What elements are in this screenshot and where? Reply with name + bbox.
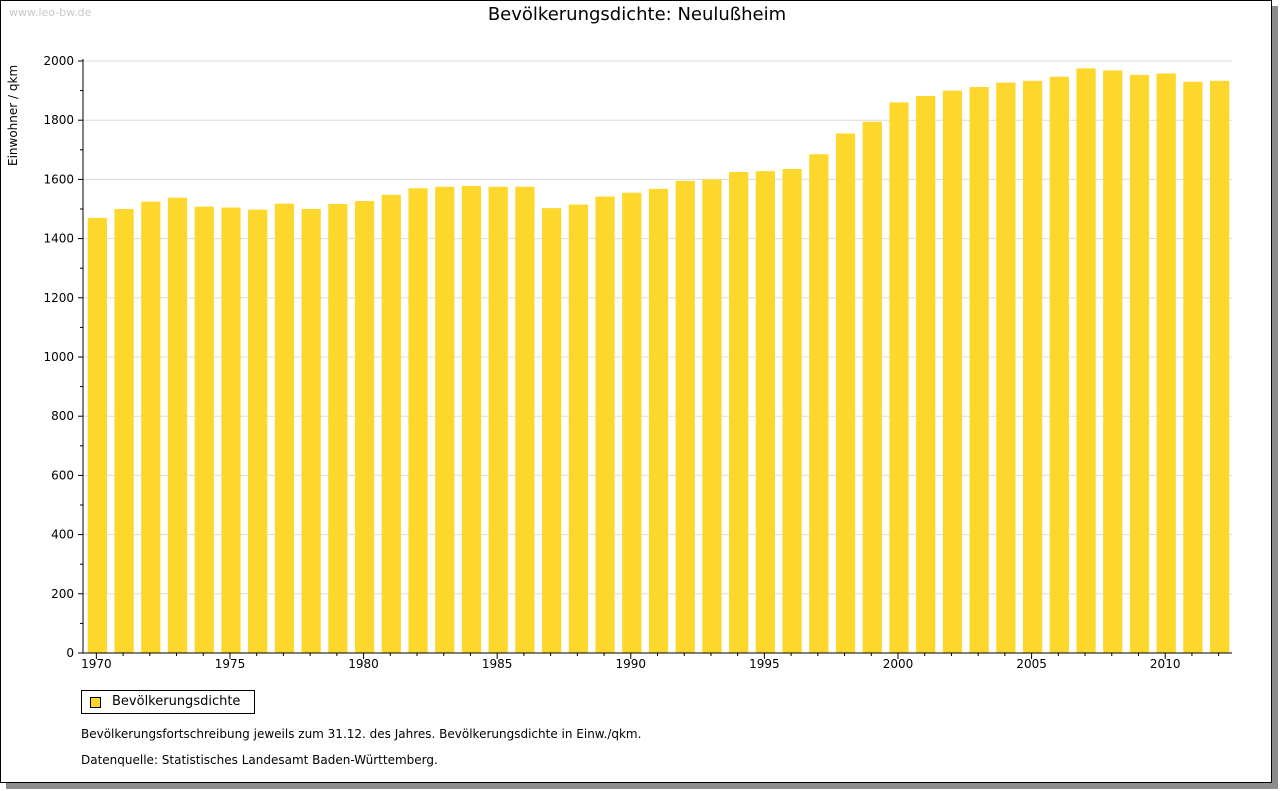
y-tick-label: 0 bbox=[66, 646, 74, 660]
bar-1971 bbox=[114, 209, 134, 653]
bar-2010 bbox=[1156, 73, 1176, 653]
y-tick-label: 1800 bbox=[43, 113, 74, 127]
bar-1973 bbox=[167, 197, 188, 653]
bar-1992 bbox=[675, 180, 695, 653]
footnote-description: Bevölkerungsfortschreibung jeweils zum 3… bbox=[81, 727, 642, 741]
bar-1979 bbox=[328, 203, 348, 653]
y-tick-label: 2000 bbox=[43, 54, 74, 68]
bar-1995 bbox=[755, 171, 776, 653]
bar-1989 bbox=[595, 196, 615, 653]
bar-1984 bbox=[461, 185, 482, 654]
y-tick-label: 400 bbox=[51, 528, 74, 542]
bar-2002 bbox=[942, 90, 963, 654]
bar-1975 bbox=[221, 207, 241, 653]
y-tick-label: 800 bbox=[51, 409, 74, 423]
bar-2006 bbox=[1049, 76, 1069, 654]
footnote-source: Datenquelle: Statistisches Landesamt Bad… bbox=[81, 753, 438, 767]
bar-1986 bbox=[515, 186, 535, 654]
x-tick-label: 1980 bbox=[348, 657, 379, 671]
y-ticks: 0 200 400 600 800 1000 1200 1400 1600 1800 2000 bbox=[43, 54, 83, 660]
bar-1982 bbox=[408, 188, 428, 653]
x-tick-label: 1970 bbox=[81, 657, 112, 671]
bar-1976 bbox=[248, 209, 268, 654]
bar-1977 bbox=[274, 203, 295, 653]
bar-1990 bbox=[622, 192, 642, 653]
bar-1970 bbox=[87, 217, 107, 653]
bar-1985 bbox=[488, 186, 508, 654]
y-tick-label: 1200 bbox=[43, 291, 74, 305]
x-tick-label: 1995 bbox=[749, 657, 780, 671]
bar-1987 bbox=[541, 208, 562, 653]
watermark: www.leo-bw.de bbox=[9, 6, 92, 19]
bar-1974 bbox=[194, 206, 214, 653]
y-tick-label: 200 bbox=[51, 587, 74, 601]
bar-2007 bbox=[1076, 68, 1096, 653]
bar-1993 bbox=[702, 179, 722, 653]
bar-1998 bbox=[835, 133, 856, 653]
bar-1999 bbox=[862, 121, 882, 654]
y-tick-label: 1400 bbox=[43, 232, 74, 246]
bar-1991 bbox=[648, 188, 669, 653]
bar-2008 bbox=[1103, 70, 1123, 654]
legend-swatch bbox=[90, 697, 101, 708]
chart-title: Bevölkerungsdichte: Neulußheim bbox=[487, 4, 787, 25]
bar-1996 bbox=[782, 169, 802, 654]
x-tick-label: 1985 bbox=[482, 657, 513, 671]
legend: Bevölkerungsdichte bbox=[81, 690, 255, 714]
bar-1980 bbox=[354, 201, 375, 653]
bar-chart: 0 200 400 600 800 1000 1200 1400 1600 1800 2000 19… bbox=[43, 54, 1232, 671]
x-tick-label: 2000 bbox=[883, 657, 914, 671]
legend-label: Bevölkerungsdichte bbox=[112, 694, 241, 709]
bar-1981 bbox=[381, 194, 401, 654]
bar-1978 bbox=[301, 209, 321, 653]
bar-2005 bbox=[1022, 80, 1043, 653]
bar-1983 bbox=[435, 186, 455, 654]
bar-2009 bbox=[1129, 74, 1150, 654]
bar-2011 bbox=[1183, 81, 1203, 654]
bar-2004 bbox=[996, 82, 1016, 653]
bar-2003 bbox=[969, 87, 989, 654]
x-ticks: 1970 1975 1980 1985 1990 1995 2000 2005 2010 bbox=[81, 653, 1220, 671]
y-tick-label: 1600 bbox=[43, 172, 74, 186]
bar-2000 bbox=[889, 102, 909, 653]
bar-2001 bbox=[916, 95, 936, 654]
x-tick-label: 1990 bbox=[616, 657, 647, 671]
bar-1994 bbox=[729, 172, 749, 653]
x-tick-label: 1975 bbox=[215, 657, 246, 671]
bar-1997 bbox=[809, 154, 829, 654]
bar-1988 bbox=[568, 204, 588, 653]
y-tick-label: 1000 bbox=[43, 350, 74, 364]
bar-1972 bbox=[141, 201, 161, 653]
bar-2012 bbox=[1210, 80, 1230, 653]
x-tick-label: 2005 bbox=[1016, 657, 1047, 671]
y-tick-label: 600 bbox=[51, 468, 74, 482]
x-tick-label: 2010 bbox=[1150, 657, 1181, 671]
bar-series bbox=[87, 68, 1230, 654]
